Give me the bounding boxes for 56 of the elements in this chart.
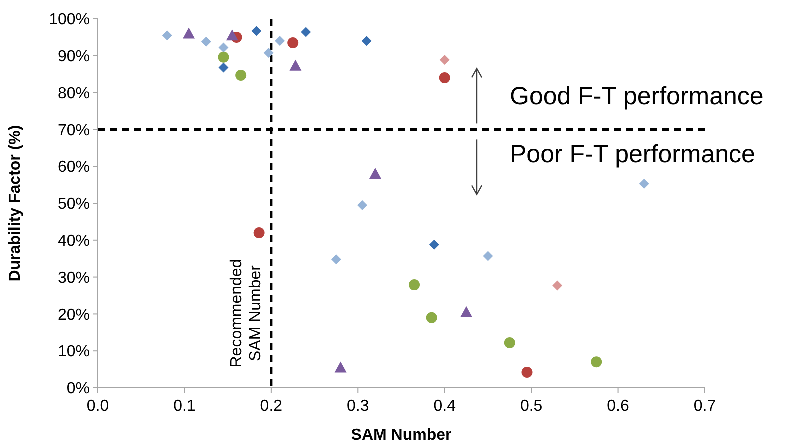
x-tick-label: 0.1 [174, 398, 196, 415]
y-axis-title: Durability Factor (%) [7, 125, 24, 282]
point [591, 356, 602, 368]
point [201, 36, 212, 47]
y-tick-label: 100% [49, 12, 90, 29]
point [226, 30, 238, 41]
x-axis-title: SAM Number [351, 427, 452, 444]
ref-line-label: Recommended SAM Number [228, 259, 265, 368]
point [331, 254, 342, 265]
point [409, 280, 420, 291]
y-tick-label: 80% [58, 85, 90, 102]
point [301, 27, 312, 38]
point [357, 200, 368, 210]
x-tick-label: 0.7 [694, 398, 716, 415]
point [236, 70, 247, 81]
point [252, 26, 262, 36]
point [254, 228, 265, 239]
point [264, 48, 274, 58]
point [183, 28, 196, 39]
x-tick-label: 0.6 [607, 398, 630, 415]
point [639, 178, 650, 189]
point [429, 240, 440, 250]
point [426, 312, 438, 324]
y-tick-label: 10% [58, 344, 90, 361]
annotation: Good F-T performance [510, 82, 764, 111]
y-tick-label: 90% [58, 48, 90, 66]
point [362, 36, 372, 46]
point [552, 280, 563, 291]
x-tick-label: 0.2 [260, 398, 283, 415]
point [440, 54, 450, 65]
y-tick-label: 50% [58, 196, 90, 214]
y-tick-label: 30% [58, 270, 90, 287]
annotation: Poor F-T performance [510, 140, 756, 169]
point [288, 37, 299, 48]
y-tick-label: 70% [58, 122, 90, 140]
point [369, 168, 382, 179]
x-tick-label: 0.3 [347, 398, 370, 415]
point [162, 30, 172, 41]
point [522, 367, 533, 378]
point [439, 72, 450, 84]
point [460, 306, 473, 318]
point [334, 362, 347, 373]
point [504, 337, 516, 348]
x-tick-label: 0.5 [520, 398, 543, 415]
point [218, 52, 230, 63]
x-tick-label: 0.0 [86, 398, 110, 415]
point [275, 36, 286, 46]
y-tick-label: 0% [66, 380, 90, 398]
y-tick-label: 40% [58, 233, 90, 250]
x-tick-label: 0.4 [434, 398, 456, 415]
point [483, 251, 494, 262]
y-tick-label: 20% [58, 306, 90, 324]
y-tick-label: 60% [58, 159, 90, 176]
point [218, 62, 229, 73]
point [218, 42, 229, 53]
point [290, 60, 302, 71]
